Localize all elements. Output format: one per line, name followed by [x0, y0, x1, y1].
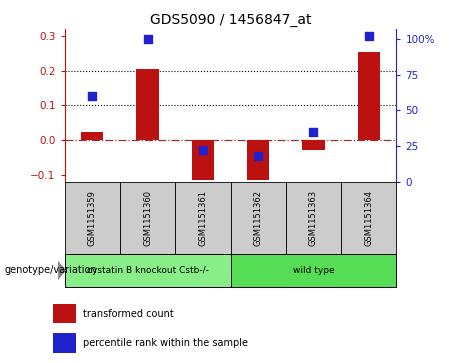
Bar — [341, 182, 396, 254]
Bar — [65, 182, 120, 254]
Point — [89, 93, 96, 99]
Point — [199, 147, 207, 153]
Bar — [247, 140, 269, 180]
Bar — [358, 52, 380, 140]
Text: wild type: wild type — [293, 266, 334, 275]
Polygon shape — [58, 260, 66, 281]
Text: transformed count: transformed count — [83, 309, 174, 319]
Bar — [192, 140, 214, 180]
Text: GSM1151360: GSM1151360 — [143, 190, 152, 246]
Text: GSM1151362: GSM1151362 — [254, 190, 263, 246]
Bar — [120, 182, 175, 254]
Text: GSM1151361: GSM1151361 — [198, 190, 207, 246]
Bar — [230, 182, 286, 254]
Bar — [175, 182, 230, 254]
Text: GDS5090 / 1456847_at: GDS5090 / 1456847_at — [150, 13, 311, 27]
Point — [365, 33, 372, 39]
Text: genotype/variation: genotype/variation — [5, 265, 97, 276]
Point — [254, 153, 262, 159]
Text: percentile rank within the sample: percentile rank within the sample — [83, 338, 248, 348]
Point — [310, 129, 317, 135]
Bar — [230, 254, 396, 287]
Bar — [136, 69, 159, 140]
Point — [144, 36, 151, 42]
Text: GSM1151363: GSM1151363 — [309, 190, 318, 246]
Text: GSM1151364: GSM1151364 — [364, 190, 373, 246]
Bar — [81, 132, 103, 140]
Text: GSM1151359: GSM1151359 — [88, 190, 97, 246]
Bar — [286, 182, 341, 254]
Text: cystatin B knockout Cstb-/-: cystatin B knockout Cstb-/- — [87, 266, 208, 275]
Bar — [65, 254, 230, 287]
Bar — [53, 304, 76, 323]
Bar — [53, 333, 76, 353]
Bar — [302, 140, 325, 150]
